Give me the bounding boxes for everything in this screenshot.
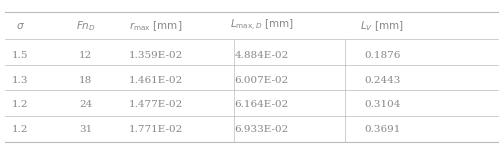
Text: 1.771E-02: 1.771E-02: [129, 125, 183, 134]
Text: 1.2: 1.2: [12, 100, 28, 109]
Text: 6.933E-02: 6.933E-02: [234, 125, 289, 134]
Text: 0.3104: 0.3104: [364, 100, 400, 109]
Text: 6.164E-02: 6.164E-02: [234, 100, 289, 109]
Text: $\sigma$: $\sigma$: [16, 21, 25, 31]
Text: 0.1876: 0.1876: [364, 51, 400, 60]
Text: 0.3691: 0.3691: [364, 125, 400, 134]
Text: 18: 18: [79, 76, 92, 84]
Text: $r_{\mathrm{max}}\ \mathrm{[mm]}$: $r_{\mathrm{max}}\ \mathrm{[mm]}$: [129, 19, 183, 32]
Text: 6.007E-02: 6.007E-02: [234, 76, 289, 84]
Text: 1.359E-02: 1.359E-02: [129, 51, 183, 60]
Text: 1.461E-02: 1.461E-02: [129, 76, 183, 84]
Text: 4.884E-02: 4.884E-02: [234, 51, 289, 60]
Text: 1.477E-02: 1.477E-02: [129, 100, 183, 109]
Text: $Fn_D$: $Fn_D$: [75, 19, 96, 32]
Text: 1.2: 1.2: [12, 125, 28, 134]
Text: 1.3: 1.3: [12, 76, 28, 84]
Text: 31: 31: [79, 125, 92, 134]
Text: 12: 12: [79, 51, 92, 60]
Text: 0.2443: 0.2443: [364, 76, 400, 84]
Text: 24: 24: [79, 100, 92, 109]
Text: 1.5: 1.5: [12, 51, 28, 60]
Text: $L_V\ \mathrm{[mm]}$: $L_V\ \mathrm{[mm]}$: [360, 19, 404, 32]
Text: $L_{\mathrm{max},D}\ \mathrm{[mm]}$: $L_{\mathrm{max},D}\ \mathrm{[mm]}$: [229, 18, 294, 33]
